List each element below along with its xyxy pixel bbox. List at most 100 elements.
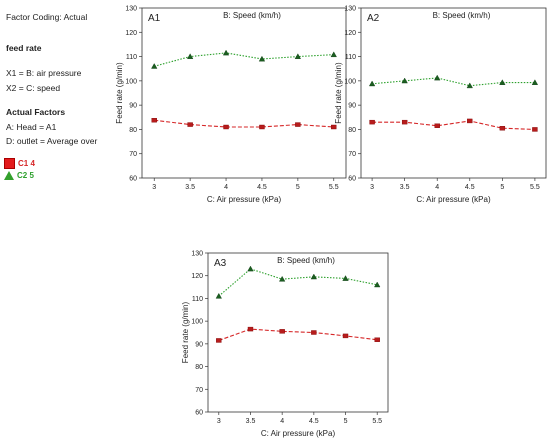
y-tick-label: 60	[348, 176, 356, 183]
data-point-c2	[401, 77, 408, 84]
y-tick-label: 80	[348, 127, 356, 134]
data-point-c2	[279, 275, 286, 282]
y-tick-label: 70	[195, 387, 203, 394]
y-tick-label: 100	[125, 78, 137, 85]
data-point-c1	[151, 117, 157, 123]
x-tick-label: 4.5	[309, 418, 319, 425]
legend-label-c1: C1 4	[18, 159, 35, 168]
data-point-c2	[374, 281, 381, 288]
data-point-c2	[499, 79, 506, 85]
data-point-c2	[151, 63, 158, 69]
y-tick-label: 130	[344, 6, 356, 13]
chart-panel-a3: 60 70 80 90 100 110 120 130 3 3.5 4 4.5 5 5.5 A3 B: Spe…	[181, 251, 389, 438]
data-point-c2	[187, 53, 194, 59]
x2-definition: X2 = C: speed	[6, 83, 61, 93]
x-tick-label: 5	[500, 184, 504, 191]
x1-definition: X1 = B: air pressure	[6, 68, 82, 78]
data-point-c2	[215, 292, 222, 299]
data-point-c2	[222, 49, 230, 56]
triangle-marker-icon	[4, 171, 14, 180]
y-tick-label: 130	[125, 6, 137, 13]
data-point-c1	[216, 338, 222, 343]
y-tick-label: 110	[192, 296, 203, 303]
x-tick-label: 4.5	[465, 184, 475, 191]
x-tick-label: 5.5	[530, 184, 540, 191]
x-tick-label: 3.5	[185, 184, 195, 191]
x-axis-label: C: Air pressure (kPa)	[261, 429, 336, 438]
x-tick-label: 3	[370, 184, 374, 191]
data-point-c2	[294, 53, 301, 59]
y-tick-label: 100	[191, 319, 203, 326]
series-line-1	[218, 328, 378, 341]
data-point-c1	[311, 330, 317, 335]
x-tick-label: 4	[435, 184, 439, 191]
series-line-1	[372, 120, 535, 130]
legend-item-c1: C1 4	[4, 158, 35, 169]
data-point-c2	[310, 273, 317, 280]
x-tick-label: 3	[152, 184, 156, 191]
legend-item-c2: C2 5	[4, 171, 34, 180]
data-point-c2	[531, 79, 539, 85]
data-point-c2	[368, 80, 376, 87]
data-point-c1	[223, 124, 229, 130]
actual-factors-heading: Actual Factors	[6, 107, 66, 117]
x-tick-label: 4	[280, 418, 284, 425]
plot-frame	[360, 7, 547, 179]
x-tick-label: 5.5	[329, 184, 339, 191]
data-point-c1	[434, 123, 440, 128]
data-point-c2	[434, 74, 441, 81]
data-point-c2	[330, 51, 337, 58]
y-tick-label: 130	[191, 251, 203, 258]
data-point-c1	[279, 329, 285, 334]
x-tick-label: 3.5	[246, 418, 256, 425]
x-tick-label: 5	[296, 184, 300, 191]
y-tick-label: 80	[195, 364, 203, 371]
data-point-c1	[259, 124, 265, 130]
data-point-c2	[258, 55, 266, 62]
data-point-c1	[532, 127, 538, 132]
y-tick-label: 60	[129, 176, 137, 183]
series-line-2	[154, 52, 334, 67]
outlet-factor-text: D: outlet = Average over	[6, 136, 98, 146]
x-axis-label: C: Air pressure (kPa)	[416, 195, 491, 204]
x-tick-label: 4	[224, 184, 228, 191]
plot-title: B: Speed (km/h)	[433, 11, 491, 20]
x-tick-label: 4.5	[257, 184, 267, 191]
x-tick-label: 5.5	[372, 418, 382, 425]
response-name: feed rate	[6, 43, 42, 53]
data-point-c2	[342, 275, 349, 281]
data-point-c2	[247, 265, 254, 272]
y-tick-label: 110	[126, 54, 137, 61]
y-axis-label: Feed rate (g/min)	[181, 301, 190, 363]
plot-title: B: Speed (km/h)	[223, 11, 281, 20]
y-tick-label: 90	[348, 103, 356, 110]
factor-coding-text: Factor Coding: Actual	[6, 12, 88, 22]
data-point-c1	[499, 126, 506, 131]
legend-label-c2: C2 5	[17, 171, 34, 180]
data-point-c1	[247, 326, 254, 332]
data-point-c1	[187, 122, 193, 127]
data-point-c1	[374, 337, 380, 342]
y-axis-label: Feed rate (g/min)	[115, 62, 124, 124]
y-tick-label: 120	[125, 30, 137, 37]
y-tick-label: 70	[129, 151, 137, 158]
x-tick-label: 3.5	[400, 184, 410, 191]
series-line-2	[218, 268, 378, 297]
plot-title: B: Speed (km/h)	[277, 256, 335, 265]
x-axis-label: C: Air pressure (kPa)	[207, 195, 282, 204]
data-point-c1	[342, 333, 349, 339]
y-tick-label: 90	[129, 103, 137, 110]
square-marker-icon	[4, 158, 15, 169]
y-tick-label: 70	[348, 151, 356, 158]
data-point-c1	[331, 124, 337, 130]
y-axis-label: Feed rate (g/min)	[334, 62, 343, 124]
data-point-c1	[295, 122, 301, 127]
plot-frame	[207, 252, 389, 413]
plot-frame	[141, 7, 347, 179]
x-tick-label: 5	[344, 418, 348, 425]
y-tick-label: 120	[191, 273, 203, 280]
panel-label: A1	[148, 13, 161, 24]
panel-label: A2	[367, 13, 380, 24]
y-tick-label: 90	[195, 341, 203, 348]
